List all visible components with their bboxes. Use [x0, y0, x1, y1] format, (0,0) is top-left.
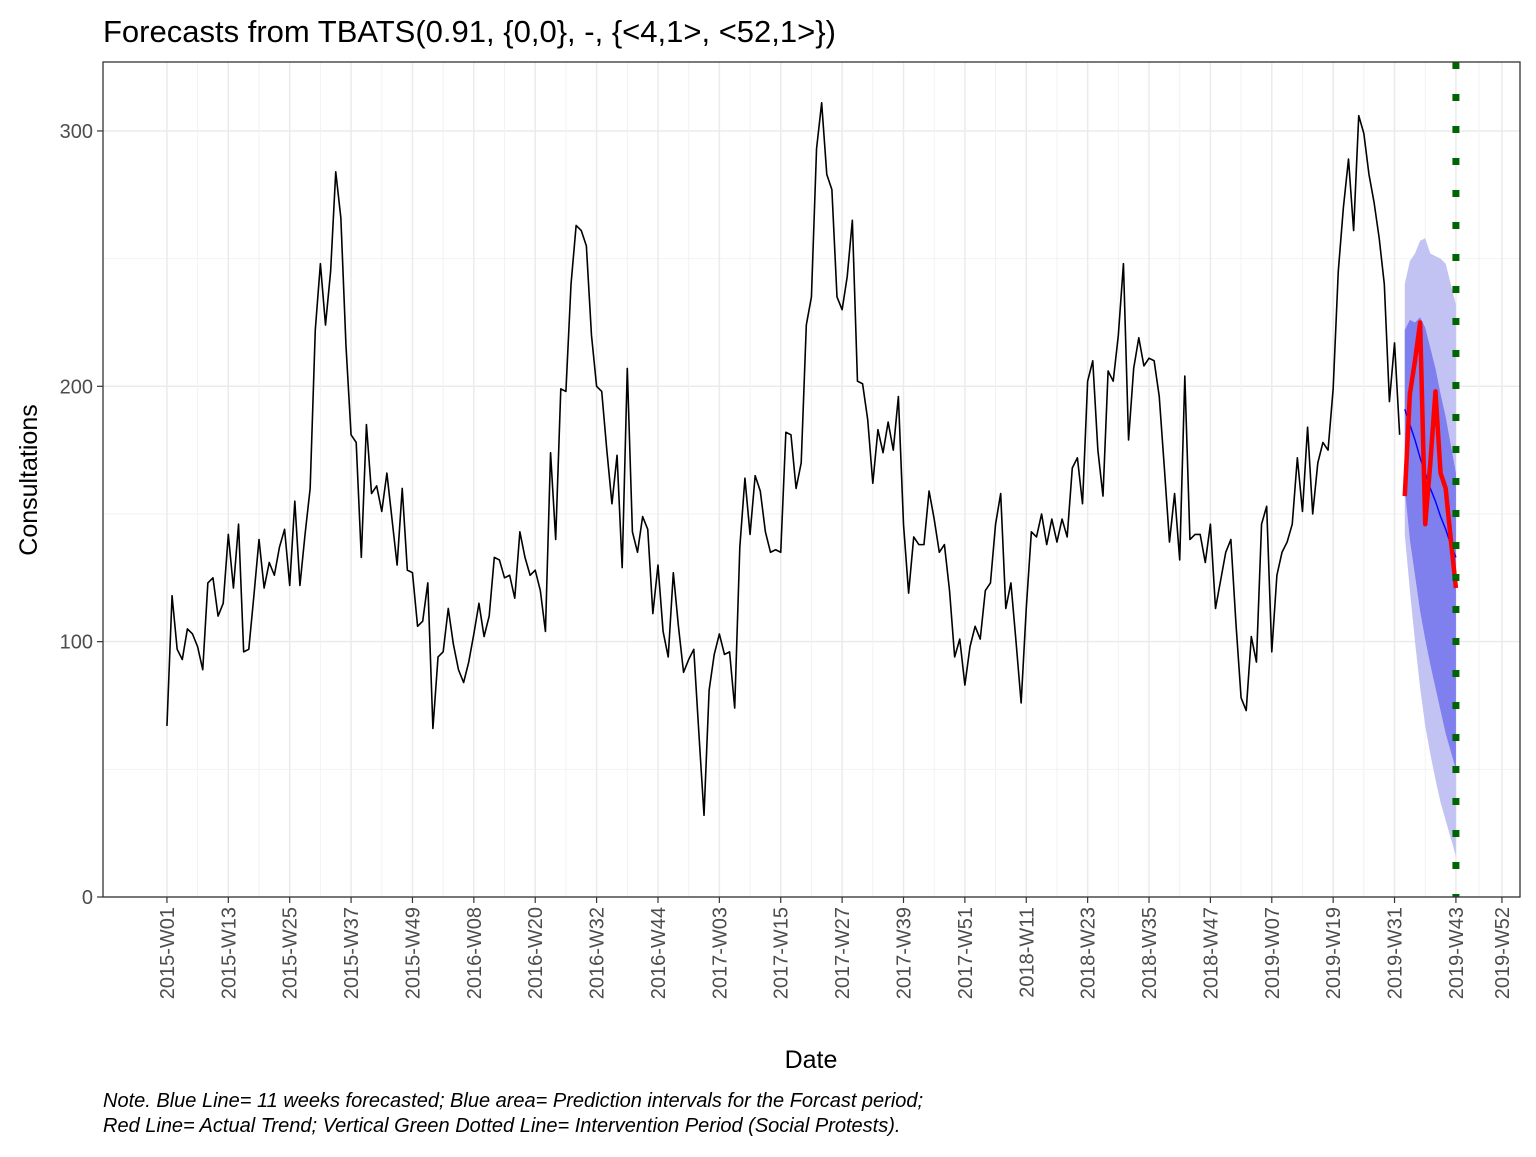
note: Red Line= Actual Trend; Vertical Green D…: [103, 1115, 900, 1137]
x-axis-title: Date: [785, 1046, 838, 1074]
x-tick-label: 2015-W37: [341, 907, 363, 999]
chart-title: Forecasts from TBATS(0.91, {0,0}, -, {<4…: [103, 14, 836, 49]
x-tick-label: 2015-W49: [402, 907, 424, 999]
x-tick-label: 2015-W13: [218, 907, 240, 999]
x-tick-label: 2017-W03: [709, 907, 731, 999]
x-tick-label: 2018-W11: [1016, 907, 1038, 998]
x-tick-label: 2017-W39: [893, 907, 915, 999]
y-tick-label: 100: [60, 632, 93, 654]
x-tick-label: 2019-W19: [1323, 907, 1345, 999]
y-tick-label: 0: [82, 887, 93, 909]
x-tick-label: 2016-W32: [587, 907, 609, 999]
y-axis-title: Consultations: [15, 404, 43, 555]
x-tick-label: 2017-W15: [771, 907, 793, 999]
x-tick-label: 2015-W25: [280, 907, 302, 999]
y-tick-label: 200: [60, 376, 93, 398]
x-tick-label: 2016-W20: [525, 907, 547, 999]
x-tick-label: 2015-W01: [157, 907, 179, 999]
x-tick-label: 2019-W52: [1492, 907, 1514, 999]
prediction-interval: [1404, 317, 1456, 770]
x-tick-label: 2016-W44: [648, 907, 670, 999]
x-tick-label: 2018-W23: [1078, 907, 1100, 999]
x-tick-label: 2017-W51: [955, 907, 977, 999]
x-tick-label: 2016-W08: [464, 907, 486, 999]
x-tick-label: 2019-W07: [1262, 907, 1284, 999]
x-tick-label: 2018-W47: [1200, 907, 1222, 999]
plot-area: 0 100 200 300 2015-W01 2015-W13 2015-W25 2015-W…: [60, 61, 1521, 999]
x-tick-label: 2018-W35: [1139, 907, 1161, 999]
note: Note. Blue Line= 11 weeks forecasted; Bl…: [103, 1090, 923, 1112]
panel-border: [102, 61, 1521, 898]
x-tick-label: 2019-W43: [1446, 907, 1468, 999]
x-tick-label: 2017-W27: [832, 907, 854, 999]
series-line: [1402, 320, 1459, 589]
x-tick-label: 2019-W31: [1385, 907, 1407, 999]
y-tick-label: 300: [60, 121, 93, 143]
series-line: [166, 102, 1401, 817]
